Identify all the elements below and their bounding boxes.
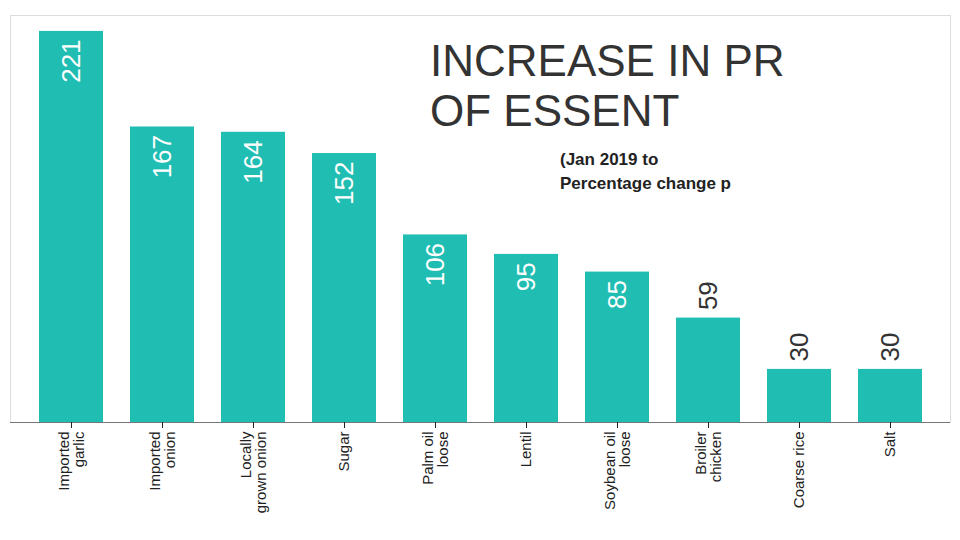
svg-text:Locallygrown onion: Locallygrown onion bbox=[237, 431, 269, 513]
svg-text:Importedonion: Importedonion bbox=[146, 432, 178, 491]
svg-text:59: 59 bbox=[693, 281, 723, 310]
svg-text:Palm oilloose: Palm oilloose bbox=[419, 432, 451, 485]
svg-text:152: 152 bbox=[329, 162, 359, 205]
svg-text:30: 30 bbox=[875, 332, 905, 361]
svg-text:Lentil: Lentil bbox=[517, 432, 534, 468]
svg-text:Soybean oilloose: Soybean oilloose bbox=[601, 432, 633, 510]
svg-text:Broilerchicken: Broilerchicken bbox=[692, 432, 724, 483]
svg-text:106: 106 bbox=[420, 243, 450, 286]
svg-text:Coarse rice: Coarse rice bbox=[790, 432, 807, 509]
svg-text:95: 95 bbox=[511, 262, 541, 291]
svg-text:Salt: Salt bbox=[881, 431, 898, 458]
svg-text:Importedgarlic: Importedgarlic bbox=[55, 431, 87, 491]
svg-text:167: 167 bbox=[147, 135, 177, 178]
svg-text:221: 221 bbox=[56, 39, 86, 82]
html-text:INCREASE IN PR OF ESSENT: INCREASE IN PR OF ESSENT bbox=[430, 36, 785, 135]
svg-text:30: 30 bbox=[784, 332, 814, 361]
svg-text:Sugar: Sugar bbox=[335, 431, 352, 471]
html-text:(Jan 2019 to Percentage change: (Jan 2019 to Percentage change p bbox=[560, 150, 731, 193]
svg-text:85: 85 bbox=[602, 280, 632, 309]
svg-text:164: 164 bbox=[238, 140, 268, 183]
